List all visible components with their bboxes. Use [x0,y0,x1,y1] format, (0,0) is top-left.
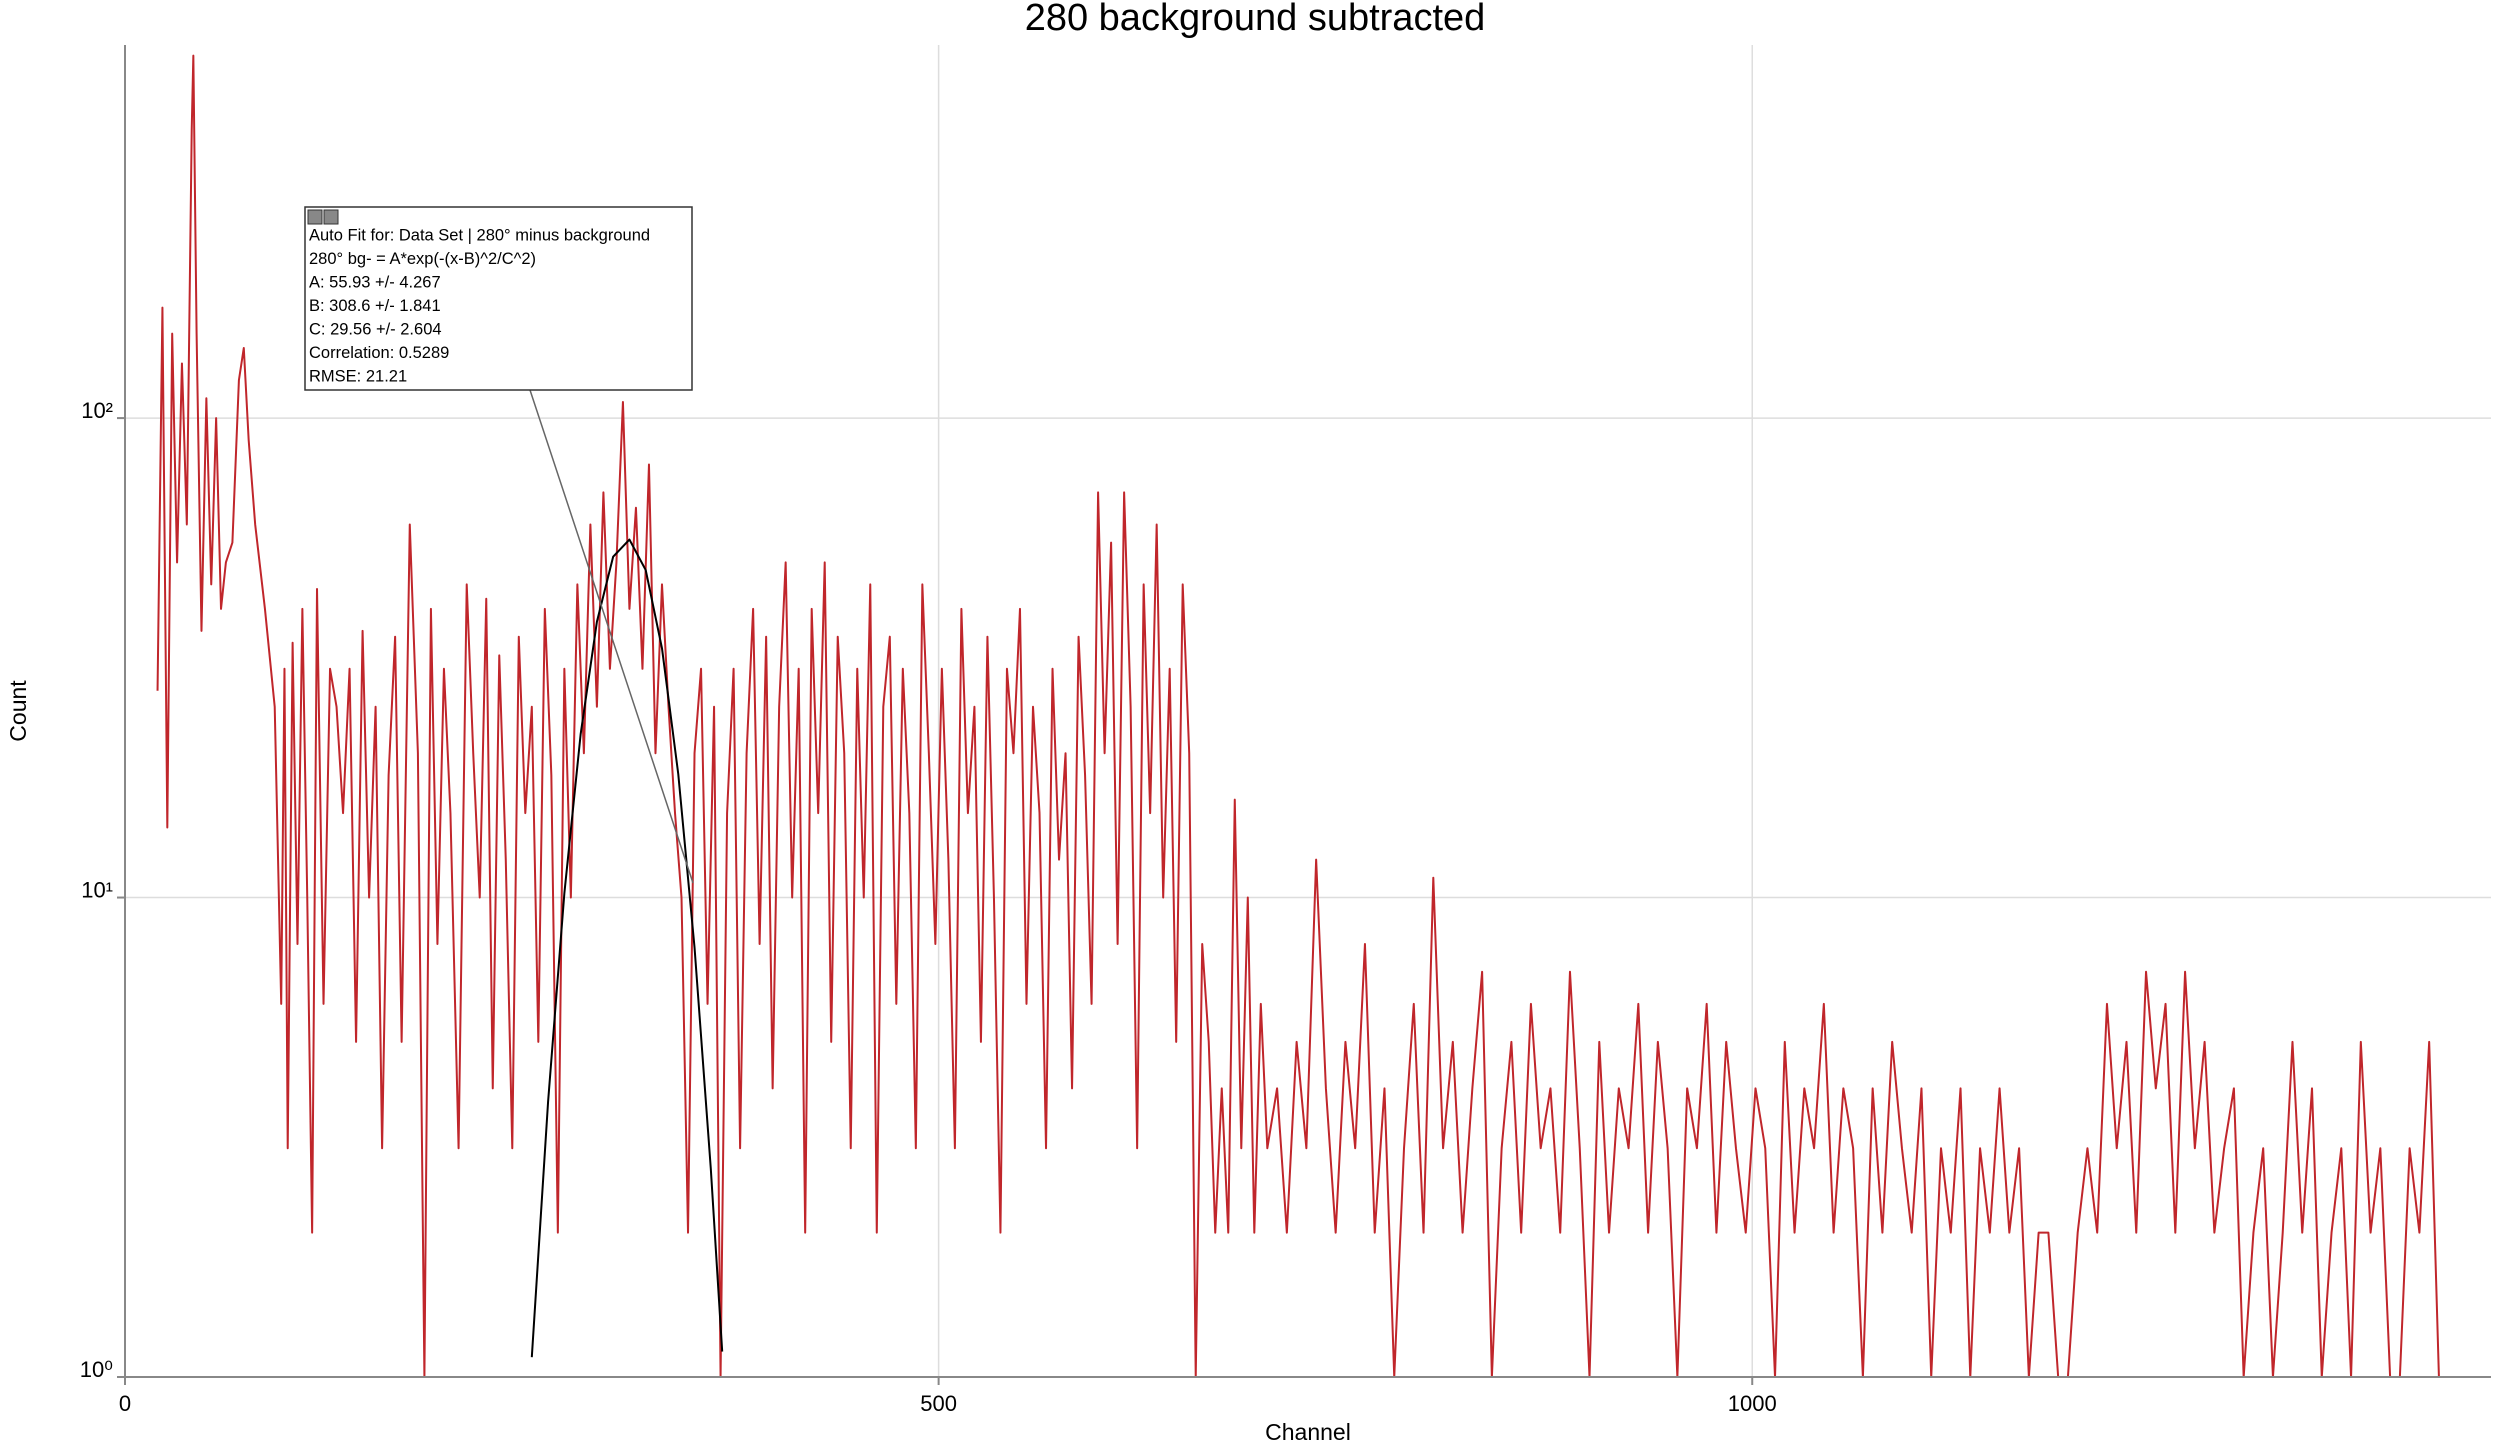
annotation-leader [529,389,694,884]
annotation-text: Auto Fit for: Data Set | 280° minus back… [309,226,650,244]
data-line [156,54,2491,1377]
annotation-text: B: 308.6 +/- 1.841 [309,297,441,315]
annotation-box: Auto Fit for: Data Set | 280° minus back… [304,206,693,391]
annotation-text: RMSE: 21.21 [309,367,407,385]
y-axis-label: Count [5,680,31,742]
annotation-text: C: 29.56 +/- 2.604 [309,320,442,338]
x-axis-label: Channel [1265,1419,1351,1444]
minimize-button[interactable] [323,209,339,225]
annotation-text: A: 55.93 +/- 4.267 [309,273,441,291]
x-tick-label: 0 [119,1391,131,1416]
x-tick-label: 500 [920,1391,957,1416]
annotation-frame [304,206,693,391]
annotation-text: 280° bg- = A*exp(-(x-B)^2/C^2) [309,250,536,268]
plot-area [156,54,2491,1377]
y-tick-label: 10¹ [81,877,113,902]
data-line [530,538,724,1358]
annotation-text: Correlation: 0.5289 [309,344,449,362]
close-button[interactable] [307,209,323,225]
y-tick-label: 10² [81,398,113,423]
y-tick-label: 10⁰ [80,1357,113,1382]
chart-title: 280 background subtracted [1025,0,1486,39]
x-tick-label: 1000 [1728,1391,1777,1416]
